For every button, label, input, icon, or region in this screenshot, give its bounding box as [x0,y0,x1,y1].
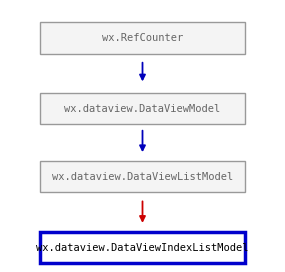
Text: wx.dataview.DataViewIndexListModel: wx.dataview.DataViewIndexListModel [36,243,249,252]
Bar [40,93,245,125]
Text: wx.dataview.DataViewListModel: wx.dataview.DataViewListModel [52,172,233,182]
Bar [40,161,245,193]
Text: wx.dataview.DataViewModel: wx.dataview.DataViewModel [64,104,221,114]
Bar [40,23,245,54]
Text: wx.RefCounter: wx.RefCounter [102,33,183,43]
Bar [40,232,245,263]
